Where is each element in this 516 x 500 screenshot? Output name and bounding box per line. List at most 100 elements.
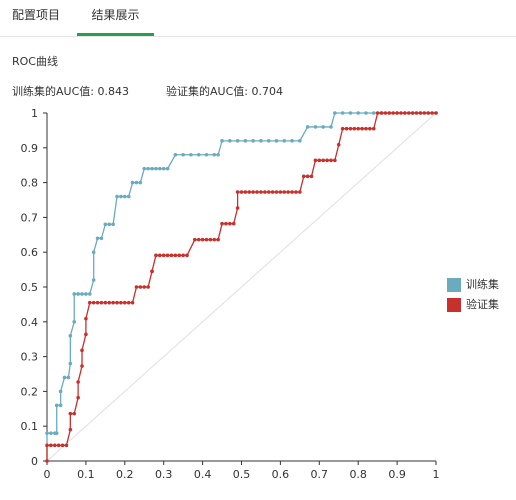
data-point-train [189, 152, 193, 157]
legend-swatch-val [447, 298, 461, 312]
data-point-train [119, 194, 123, 199]
x-tick-label: 0.7 [311, 468, 329, 481]
data-point-train [87, 292, 92, 296]
data-point-val [430, 111, 434, 115]
data-point-val [317, 158, 322, 163]
data-point-train [58, 389, 63, 394]
data-point-train [72, 320, 77, 324]
data-point-val [45, 459, 49, 463]
x-tick-label: 0.8 [349, 468, 367, 481]
tab-results[interactable]: 结果展示 [91, 8, 140, 22]
data-point-val [286, 190, 290, 194]
data-point-train [115, 194, 119, 199]
tab-bar: 配置项目 结果展示 [0, 0, 516, 37]
data-point-train [313, 125, 318, 129]
data-point-train [204, 152, 209, 157]
data-point-train [146, 166, 150, 171]
data-point-val [282, 190, 287, 194]
data-point-train [91, 250, 96, 254]
data-point-val [154, 253, 158, 258]
data-point-train [84, 292, 88, 296]
data-point-train [266, 139, 271, 143]
data-point-train [72, 292, 77, 296]
data-point-val [375, 111, 380, 115]
data-point-val [60, 443, 65, 448]
data-point-val [126, 300, 131, 305]
data-point-val [360, 126, 364, 131]
data-point-train [274, 139, 279, 143]
data-point-train [371, 111, 376, 115]
data-point-train [356, 111, 361, 115]
data-point-val [387, 111, 392, 115]
legend-label-val: 验证集 [466, 298, 499, 311]
data-point-val [103, 300, 108, 305]
data-point-val [228, 221, 232, 226]
data-point-val [45, 443, 49, 448]
x-tick-label: 0 [44, 468, 51, 481]
data-point-val [146, 285, 150, 289]
data-point-val [270, 190, 275, 194]
data-point-train [80, 292, 84, 296]
data-point-train [154, 166, 158, 171]
data-point-val [368, 126, 372, 131]
diagonal-reference-line [46, 112, 437, 462]
data-point-val [325, 158, 329, 163]
data-point-val [200, 237, 205, 242]
data-point-train [45, 431, 49, 435]
data-point-train [62, 375, 67, 380]
data-point-val [406, 111, 411, 115]
data-point-val [68, 427, 73, 432]
data-point-train [66, 375, 71, 380]
y-tick-label: 0.2 [21, 385, 39, 398]
data-point-val [80, 348, 84, 353]
data-point-train [228, 139, 232, 143]
data-point-val [49, 443, 53, 448]
data-point-val [348, 126, 353, 131]
x-tick-label: 0.3 [155, 468, 173, 481]
data-point-val [255, 190, 259, 194]
legend: 训练集 验证集 [447, 278, 516, 318]
data-point-val [185, 253, 189, 258]
legend-item-train[interactable]: 训练集 [447, 278, 499, 292]
data-point-val [99, 300, 104, 305]
data-point-train [196, 152, 201, 157]
active-tab-indicator [77, 33, 154, 36]
tab-config[interactable]: 配置项目 [12, 8, 61, 22]
y-tick-label: 0.6 [21, 246, 39, 259]
data-point-val [52, 443, 57, 448]
data-point-val [76, 380, 80, 384]
data-point-train [364, 111, 368, 115]
x-tick-label: 0.1 [77, 468, 95, 481]
data-point-train [329, 125, 333, 129]
data-point-val [130, 300, 135, 305]
data-point-train [111, 222, 115, 227]
data-point-val [111, 300, 115, 305]
data-point-train [58, 403, 63, 408]
val-auc-label: 验证集的AUC值: 0.704 [166, 85, 283, 98]
data-point-val [298, 190, 302, 194]
y-tick-label: 0.4 [21, 316, 39, 329]
data-point-val [196, 237, 201, 242]
data-point-train [158, 166, 162, 171]
data-point-val [68, 411, 73, 416]
legend-item-val[interactable]: 验证集 [447, 298, 499, 312]
data-point-train [95, 236, 100, 241]
data-point-val [204, 237, 209, 242]
data-point-val [123, 300, 127, 305]
data-point-val [356, 126, 361, 131]
data-point-train [220, 139, 224, 143]
data-point-val [220, 221, 224, 226]
y-tick-label: 0.9 [21, 142, 39, 155]
train-auc-label: 训练集的AUC值: 0.843 [12, 85, 129, 98]
x-tick-label: 0.5 [233, 468, 251, 481]
data-point-train [216, 152, 220, 157]
data-point-train [321, 125, 325, 129]
data-point-val [239, 190, 244, 194]
data-point-val [395, 111, 399, 115]
data-point-val [274, 190, 279, 194]
data-point-val [290, 190, 294, 194]
legend-swatch-train [447, 278, 461, 292]
data-point-val [95, 300, 100, 305]
data-point-val [309, 174, 314, 179]
data-point-train [259, 139, 263, 143]
